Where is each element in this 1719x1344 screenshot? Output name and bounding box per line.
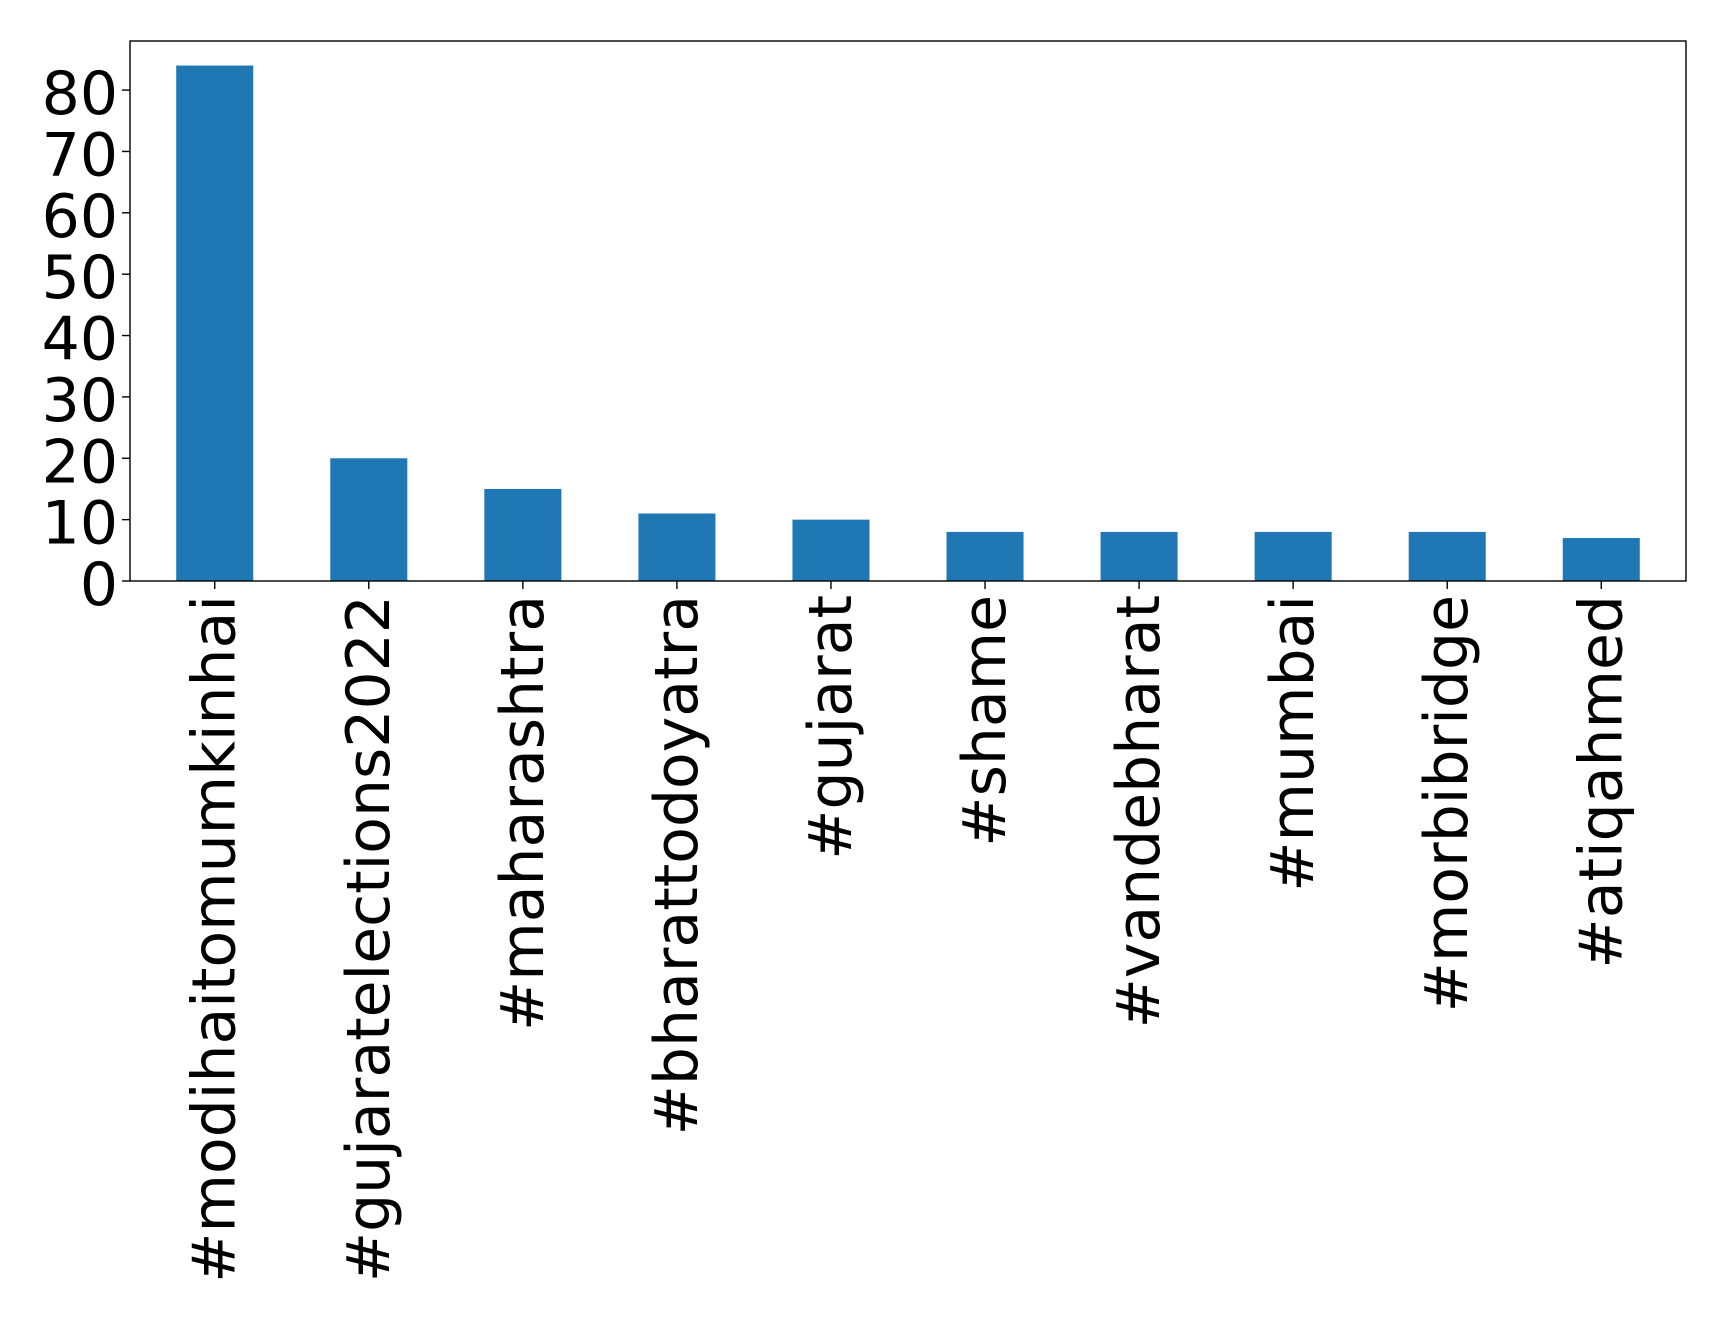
x-tick-label-8: #morbibridge [1412, 595, 1482, 1012]
bar-6 [1100, 531, 1178, 581]
axes-layer [129, 40, 1687, 582]
y-tick-label-1: 10 [42, 489, 118, 559]
x-tick-label-7: #mumbai [1258, 595, 1328, 892]
bar-7 [1254, 531, 1332, 581]
x-tick-label-2: #maharashtra [488, 595, 558, 1031]
x-axis-ticks: #modihaitomumkinhai #gujaratelections2022… [180, 581, 1636, 1283]
bar-9 [1562, 538, 1640, 581]
bar-5 [946, 531, 1024, 581]
bar-8 [1408, 531, 1486, 581]
y-tick-label-5: 50 [42, 243, 118, 313]
plot-frame [129, 40, 1687, 582]
bar-0 [176, 65, 254, 582]
y-tick-label-3: 30 [42, 366, 118, 436]
x-tick-label-4: #gujarat [796, 595, 866, 860]
y-tick-label-8: 80 [42, 59, 118, 129]
x-tick-label-3: #bharattodoyatra [642, 595, 712, 1135]
bar-3 [638, 513, 716, 581]
x-tick-label-6: #vandebharat [1104, 595, 1174, 1028]
y-tick-label-6: 60 [42, 182, 118, 252]
x-tick-label-0: #modihaitomumkinhai [180, 595, 250, 1283]
bars-layer [176, 65, 1640, 582]
bar-2 [484, 488, 562, 581]
y-tick-label-0: 0 [80, 550, 118, 620]
bar-4 [792, 519, 870, 581]
bar-1 [330, 458, 408, 581]
y-tick-label-7: 70 [42, 120, 118, 190]
y-tick-label-4: 40 [42, 305, 118, 375]
x-tick-label-9: #atiqahmed [1566, 595, 1636, 969]
x-tick-label-5: #shame [950, 595, 1020, 847]
y-tick-label-2: 20 [42, 427, 118, 497]
x-tick-label-1: #gujaratelections2022 [334, 595, 404, 1282]
